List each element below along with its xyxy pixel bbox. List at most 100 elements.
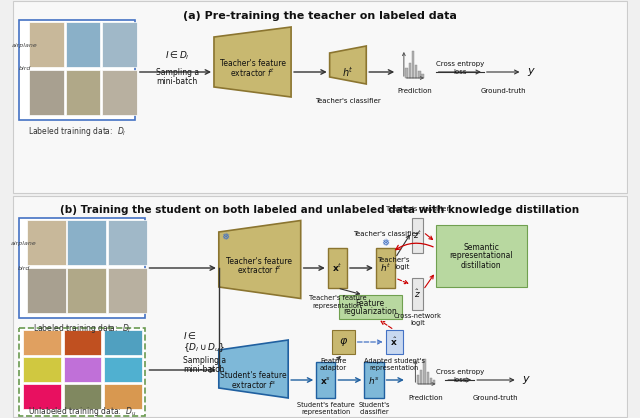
Bar xyxy=(332,330,355,354)
Polygon shape xyxy=(214,27,291,97)
Text: Adapted student's: Adapted student's xyxy=(364,358,425,364)
Text: mini-batch: mini-batch xyxy=(157,77,198,86)
Text: Prediction: Prediction xyxy=(409,395,444,401)
Bar xyxy=(19,20,135,120)
Text: Sampling a: Sampling a xyxy=(156,68,199,77)
Text: $z^t$: $z^t$ xyxy=(413,229,422,241)
Text: extractor $f^s$: extractor $f^s$ xyxy=(231,380,276,390)
Text: Student's feature: Student's feature xyxy=(297,402,355,408)
Bar xyxy=(316,362,335,398)
Bar xyxy=(67,268,106,313)
Bar xyxy=(23,357,61,382)
Bar xyxy=(436,225,527,287)
Bar xyxy=(433,380,435,384)
Bar xyxy=(423,359,426,384)
Text: Ground-truth: Ground-truth xyxy=(472,395,518,401)
Text: bird: bird xyxy=(18,265,30,270)
Polygon shape xyxy=(219,340,288,398)
Text: (b) Training the student on both labeled and unlabeled data with knowledge disti: (b) Training the student on both labeled… xyxy=(60,205,580,215)
Bar xyxy=(405,68,408,78)
Text: bird: bird xyxy=(19,66,31,71)
Bar xyxy=(339,295,402,319)
Text: Cross entropy: Cross entropy xyxy=(436,369,484,375)
Text: Ground-truth: Ground-truth xyxy=(481,88,526,94)
Text: airplane: airplane xyxy=(12,240,37,245)
Text: Student's feature: Student's feature xyxy=(220,372,287,380)
Text: regularization: regularization xyxy=(343,308,397,316)
Bar xyxy=(19,218,145,318)
Text: Cross-network: Cross-network xyxy=(394,313,442,319)
Text: Cross entropy: Cross entropy xyxy=(436,61,484,67)
Bar xyxy=(426,372,429,384)
Text: representational: representational xyxy=(449,252,513,260)
Bar xyxy=(415,65,417,78)
Bar xyxy=(63,357,101,382)
Bar xyxy=(102,70,137,115)
Text: ❅: ❅ xyxy=(381,238,390,248)
Bar xyxy=(13,1,627,193)
Text: $I \in D_l$: $I \in D_l$ xyxy=(165,49,189,62)
Bar xyxy=(29,70,63,115)
Text: $\hat{\mathbf{x}}$: $\hat{\mathbf{x}}$ xyxy=(390,336,398,348)
Bar xyxy=(412,51,414,78)
Bar xyxy=(364,362,383,398)
Bar xyxy=(376,248,395,288)
Text: loss: loss xyxy=(453,377,467,383)
Bar xyxy=(13,196,627,417)
Bar xyxy=(385,330,403,354)
Bar xyxy=(29,22,63,67)
Bar xyxy=(65,22,100,67)
Bar xyxy=(102,22,137,67)
Text: Teacher's feature: Teacher's feature xyxy=(227,257,292,265)
Text: Student's: Student's xyxy=(358,402,390,408)
Bar xyxy=(108,220,147,265)
Text: representation: representation xyxy=(301,409,351,415)
Text: adaptor: adaptor xyxy=(320,365,347,371)
Text: airplane: airplane xyxy=(12,43,38,48)
Text: distillation: distillation xyxy=(461,260,501,270)
Text: Teacher's feature: Teacher's feature xyxy=(308,295,366,301)
Text: representation: representation xyxy=(369,365,419,371)
Text: extractor $f^t$: extractor $f^t$ xyxy=(237,264,282,276)
Text: classifier: classifier xyxy=(359,409,388,415)
Text: $y$: $y$ xyxy=(522,374,531,386)
Text: $h^t$: $h^t$ xyxy=(380,262,391,274)
Text: Labeled training data:  $D_l$: Labeled training data: $D_l$ xyxy=(33,322,131,335)
Bar xyxy=(63,384,101,409)
Bar xyxy=(417,375,419,384)
Text: Teacher's: Teacher's xyxy=(377,257,410,263)
Bar xyxy=(27,220,65,265)
Text: Sampling a: Sampling a xyxy=(183,356,227,365)
Bar xyxy=(420,370,422,384)
Bar xyxy=(421,74,424,78)
Bar xyxy=(408,63,411,78)
Bar xyxy=(412,218,423,253)
Text: $y$: $y$ xyxy=(527,66,536,78)
Bar xyxy=(104,330,141,355)
Text: Teacher's classifier: Teacher's classifier xyxy=(353,231,419,237)
Text: (a) Pre-training the teacher on labeled data: (a) Pre-training the teacher on labeled … xyxy=(183,11,457,21)
Text: $\varphi$: $\varphi$ xyxy=(339,336,348,348)
Text: Labeled training data:  $D_l$: Labeled training data: $D_l$ xyxy=(28,125,126,138)
Bar xyxy=(63,330,101,355)
Bar xyxy=(412,278,423,310)
Text: $h^s$: $h^s$ xyxy=(368,375,380,385)
Text: Feature: Feature xyxy=(320,358,346,364)
Text: Teacher's classifier: Teacher's classifier xyxy=(386,206,449,212)
Polygon shape xyxy=(219,221,301,298)
Bar xyxy=(19,328,145,416)
Bar xyxy=(67,220,106,265)
Text: $\mathbf{x}^s$: $\mathbf{x}^s$ xyxy=(320,375,332,385)
Text: $h^t$: $h^t$ xyxy=(342,65,354,79)
Bar xyxy=(418,71,420,78)
Bar xyxy=(23,384,61,409)
Text: $\mathbf{x}^t$: $\mathbf{x}^t$ xyxy=(332,262,342,274)
Text: representation: representation xyxy=(313,303,362,309)
Bar xyxy=(104,384,141,409)
Text: Teacher's feature: Teacher's feature xyxy=(220,59,285,69)
Bar xyxy=(27,268,65,313)
Text: extractor $f^t$: extractor $f^t$ xyxy=(230,67,275,79)
Text: loss: loss xyxy=(453,69,467,75)
Text: logit: logit xyxy=(394,264,410,270)
Text: $I \in$: $I \in$ xyxy=(183,330,196,341)
